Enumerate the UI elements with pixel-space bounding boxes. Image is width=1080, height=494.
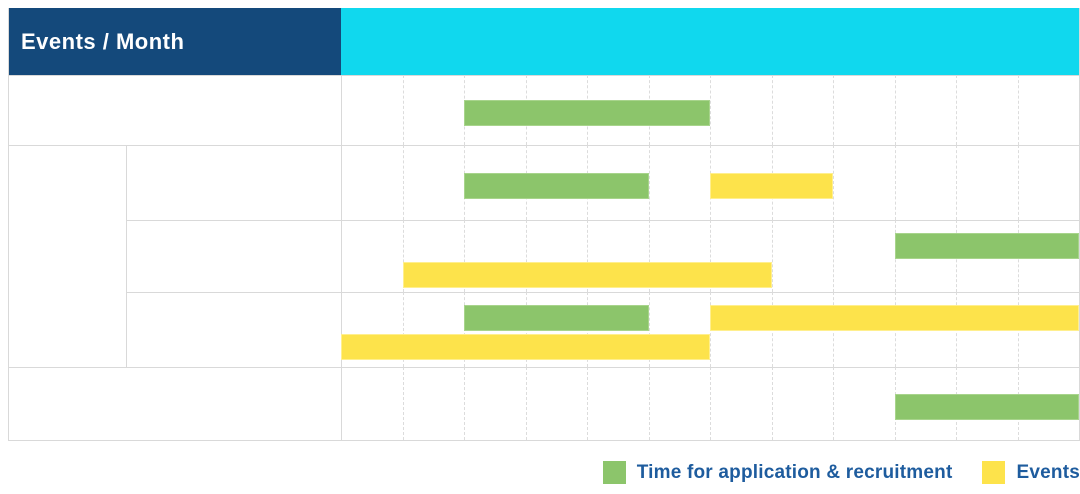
month-header-7 [710, 8, 772, 75]
month-cell [341, 292, 403, 367]
legend-item-events: Events [982, 461, 1080, 484]
month-cell [894, 367, 956, 440]
month-cell [956, 75, 1018, 145]
month-cell [341, 145, 403, 220]
month-header-8 [771, 8, 833, 75]
month-cell [464, 220, 526, 292]
month-cell [771, 145, 833, 220]
month-header-9 [833, 8, 895, 75]
month-cell [464, 292, 526, 367]
month-cell [525, 220, 587, 292]
legend-item-application: Time for application & recruitment [602, 461, 953, 484]
month-cell [1017, 367, 1079, 440]
month-cell [525, 75, 587, 145]
month-header-3 [464, 8, 526, 75]
month-cell [894, 292, 956, 367]
month-cell [464, 75, 526, 145]
row-label [126, 220, 341, 292]
month-cell [402, 292, 464, 367]
month-cell [525, 292, 587, 367]
month-cell [648, 367, 710, 440]
month-cell [1017, 145, 1079, 220]
month-cell [402, 220, 464, 292]
month-cell [894, 220, 956, 292]
month-cell [894, 145, 956, 220]
month-cell [710, 145, 772, 220]
events-month-header-label: Events / Month [21, 28, 185, 54]
month-cell [648, 75, 710, 145]
month-cell [341, 75, 403, 145]
month-cell [525, 367, 587, 440]
month-cell [341, 367, 403, 440]
month-cell [1017, 75, 1079, 145]
month-cell [833, 145, 895, 220]
month-cell [648, 220, 710, 292]
month-cell [402, 145, 464, 220]
month-cell [710, 75, 772, 145]
legend-swatch-application [602, 461, 626, 484]
row-label [9, 367, 341, 440]
month-cell [648, 145, 710, 220]
events-month-table: Events / Month [8, 8, 1080, 441]
events-month-header-cell: Events / Month [9, 8, 341, 75]
row-label [126, 145, 341, 220]
month-cell [648, 292, 710, 367]
month-cell [710, 220, 772, 292]
month-cell [956, 292, 1018, 367]
month-header-10 [894, 8, 956, 75]
month-cell [956, 220, 1018, 292]
month-cell [833, 220, 895, 292]
month-cell [1017, 292, 1079, 367]
month-cell [587, 292, 649, 367]
month-cell [402, 367, 464, 440]
legend: Time for application & recruitment Events [8, 461, 1080, 484]
month-header-4 [525, 8, 587, 75]
month-header-11 [956, 8, 1018, 75]
legend-label-application: Time for application & recruitment [636, 461, 953, 483]
month-header-5 [587, 8, 649, 75]
month-cell [587, 145, 649, 220]
month-cell [894, 75, 956, 145]
month-cell [710, 292, 772, 367]
row-label [126, 292, 341, 367]
month-cell [710, 367, 772, 440]
month-cell [771, 75, 833, 145]
month-cell [587, 367, 649, 440]
month-cell [464, 367, 526, 440]
legend-swatch-events [982, 461, 1006, 484]
month-cell [771, 367, 833, 440]
month-header-12 [1017, 8, 1079, 75]
month-cell [833, 75, 895, 145]
month-cell [956, 145, 1018, 220]
month-header-2 [402, 8, 464, 75]
month-cell [402, 75, 464, 145]
month-cell [956, 367, 1018, 440]
legend-label-events: Events [1016, 461, 1080, 483]
month-cell [771, 220, 833, 292]
group-label-internship-program [9, 145, 126, 367]
month-cell [833, 367, 895, 440]
month-header-6 [648, 8, 710, 75]
month-cell [587, 75, 649, 145]
month-cell [833, 292, 895, 367]
month-cell [1017, 220, 1079, 292]
row-label [9, 75, 341, 145]
month-cell [587, 220, 649, 292]
month-cell [771, 292, 833, 367]
month-header-1 [341, 8, 403, 75]
month-cell [341, 220, 403, 292]
month-cell [464, 145, 526, 220]
month-cell [525, 145, 587, 220]
